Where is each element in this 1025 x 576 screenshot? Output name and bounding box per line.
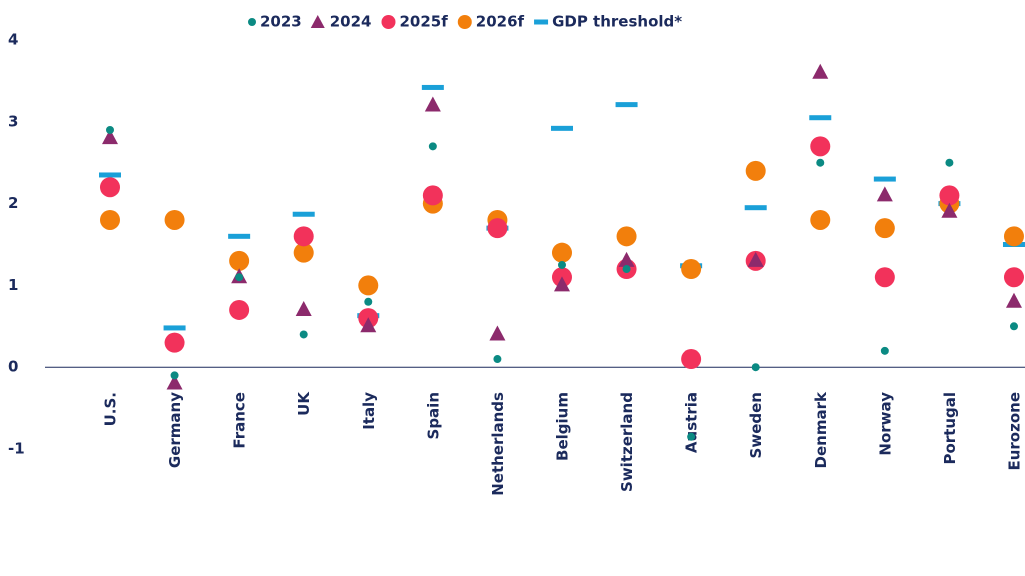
point xyxy=(493,355,502,364)
point xyxy=(489,325,506,341)
legend-marker xyxy=(457,15,472,29)
point xyxy=(364,297,373,306)
point xyxy=(360,317,377,333)
y-tick-label: 1 xyxy=(8,276,18,294)
legend-label: 2023 xyxy=(260,13,302,31)
y-tick-label: -1 xyxy=(8,440,25,458)
legend-marker xyxy=(381,15,396,29)
point xyxy=(810,136,831,157)
x-tick-label: Austria xyxy=(683,392,701,453)
x-tick-label: Switzerland xyxy=(618,392,636,492)
point xyxy=(293,226,314,247)
point xyxy=(553,276,570,292)
x-tick-label: France xyxy=(231,392,249,449)
point xyxy=(812,63,829,79)
legend-label: 2025f xyxy=(400,13,449,31)
point xyxy=(751,363,760,372)
point xyxy=(618,251,635,267)
x-tick-label: Sweden xyxy=(747,392,765,458)
legend-label: 2026f xyxy=(476,13,525,31)
point xyxy=(810,209,831,230)
point xyxy=(945,158,954,167)
point xyxy=(164,332,185,353)
point xyxy=(615,102,638,108)
y-tick-label: 4 xyxy=(8,31,18,49)
y-tick-label: 2 xyxy=(8,194,18,212)
point xyxy=(229,299,250,320)
x-tick-label: Belgium xyxy=(553,392,571,461)
point xyxy=(100,177,120,198)
point xyxy=(164,209,185,230)
point xyxy=(616,226,637,247)
x-tick-label: Eurozone xyxy=(1005,392,1023,471)
legend-label: 2024 xyxy=(330,13,372,31)
point xyxy=(293,242,314,263)
point xyxy=(229,250,250,271)
legend-marker xyxy=(310,15,325,28)
point xyxy=(873,176,896,182)
legend-marker xyxy=(248,18,256,26)
y-tick-label: 0 xyxy=(8,358,18,376)
point xyxy=(809,115,832,121)
point xyxy=(428,142,437,151)
point xyxy=(1005,292,1022,308)
x-tick-label: Spain xyxy=(424,392,442,439)
point xyxy=(166,374,183,390)
point xyxy=(681,349,702,370)
legend-marker xyxy=(534,19,549,25)
point xyxy=(299,330,308,339)
x-tick-label: Germany xyxy=(166,392,184,468)
point xyxy=(487,218,508,239)
point xyxy=(747,251,764,267)
point xyxy=(424,96,441,112)
point xyxy=(106,125,114,134)
x-tick-label: Portugal xyxy=(941,392,959,465)
point xyxy=(681,259,702,280)
x-tick-label: U.S. xyxy=(102,392,120,426)
point xyxy=(876,186,893,202)
x-tick-label: Netherlands xyxy=(489,392,507,496)
point xyxy=(170,371,179,380)
point xyxy=(292,211,315,217)
point xyxy=(1003,226,1024,247)
x-tick-label: Denmark xyxy=(812,391,830,468)
point xyxy=(295,300,312,316)
point xyxy=(1003,267,1024,288)
x-tick-label: UK xyxy=(295,391,313,416)
point xyxy=(1009,322,1018,331)
point xyxy=(816,158,825,167)
point xyxy=(421,84,444,90)
point xyxy=(687,432,696,441)
x-tick-label: Italy xyxy=(360,392,378,430)
point xyxy=(422,185,443,206)
point xyxy=(102,129,118,145)
point xyxy=(939,185,960,206)
point xyxy=(744,205,767,211)
y-tick-label: 3 xyxy=(8,112,18,130)
point xyxy=(235,273,244,282)
point xyxy=(228,233,251,239)
point xyxy=(941,202,958,218)
point xyxy=(557,260,566,269)
point xyxy=(163,325,186,331)
point xyxy=(880,346,889,355)
point xyxy=(550,125,573,131)
legend-label: GDP threshold* xyxy=(552,13,682,31)
point xyxy=(358,275,379,296)
point xyxy=(622,265,631,274)
point xyxy=(745,160,766,181)
point xyxy=(99,172,121,178)
point xyxy=(874,218,895,239)
point xyxy=(874,267,895,288)
x-tick-label: Norway xyxy=(876,392,894,456)
point xyxy=(100,209,120,230)
point xyxy=(551,242,572,263)
